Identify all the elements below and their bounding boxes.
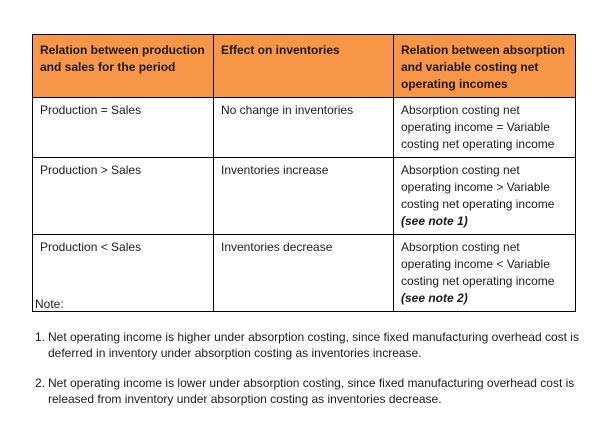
table-row: Production = Sales No change in inventor… xyxy=(32,97,576,158)
cell-effect: Inventories increase xyxy=(213,157,394,235)
note-number: 1. xyxy=(35,330,46,344)
costing-comparison-table: Relation between production and sales fo… xyxy=(32,34,576,312)
notes-heading: Note: xyxy=(35,297,64,311)
header-cell-relation-incomes: Relation between absorption and variable… xyxy=(393,34,576,98)
note-item: 2. Net operating income is lower under a… xyxy=(35,375,583,407)
note-text: Net operating income is lower under abso… xyxy=(48,376,575,406)
table-row: Production < Sales Inventories decrease … xyxy=(32,234,576,312)
cell-relation: Production < Sales xyxy=(32,234,214,312)
income-text: Absorption costing net operating income … xyxy=(401,103,555,151)
cell-relation: Production > Sales xyxy=(32,157,214,235)
note-reference: (see note 1) xyxy=(401,214,468,228)
income-text: Absorption costing net operating income … xyxy=(401,163,555,211)
header-cell-effect-on-inventories: Effect on inventories xyxy=(213,34,394,98)
note-text: Net operating income is higher under abs… xyxy=(48,330,579,360)
cell-income: Absorption costing net operating income … xyxy=(393,157,576,235)
note-item: 1. Net operating income is higher under … xyxy=(35,329,583,361)
income-text: Absorption costing net operating income … xyxy=(401,240,555,288)
header-cell-relation-production-sales: Relation between production and sales fo… xyxy=(32,34,214,98)
cell-relation: Production = Sales xyxy=(32,97,214,158)
table-header-row: Relation between production and sales fo… xyxy=(32,34,576,98)
note-number: 2. xyxy=(35,376,46,390)
cell-effect: Inventories decrease xyxy=(213,234,394,312)
notes-section: Note: 1. Net operating income is higher … xyxy=(35,296,583,421)
cell-effect: No change in inventories xyxy=(213,97,394,158)
cell-income: Absorption costing net operating income … xyxy=(393,234,576,312)
note-reference: (see note 2) xyxy=(401,291,468,305)
table-row: Production > Sales Inventories increase … xyxy=(32,157,576,235)
cell-income: Absorption costing net operating income … xyxy=(393,97,576,158)
